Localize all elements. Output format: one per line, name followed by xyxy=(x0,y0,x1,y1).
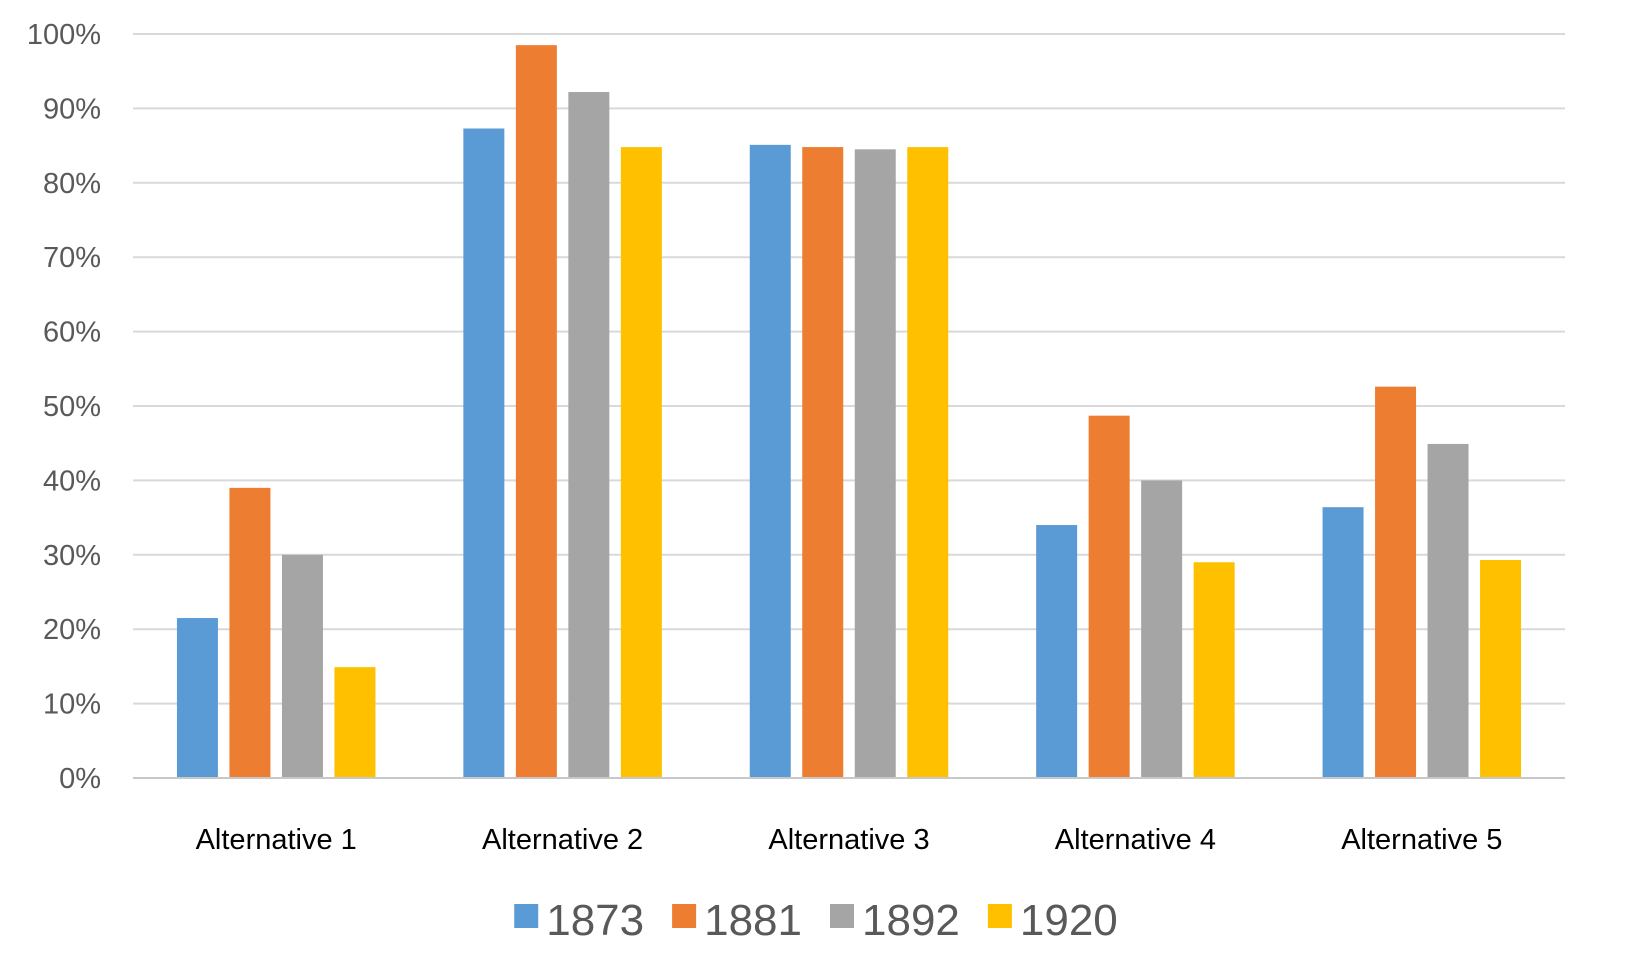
legend-label: 1920 xyxy=(1020,896,1118,945)
gridlines xyxy=(133,33,1565,705)
legend-item-1881: 1881 xyxy=(672,896,802,945)
x-category-label: Alternative 3 xyxy=(768,824,929,856)
y-tick-label: 20% xyxy=(43,614,101,646)
legend-label: 1892 xyxy=(862,896,960,945)
y-tick-label: 60% xyxy=(43,317,101,349)
bar-1881-5 xyxy=(1375,386,1417,778)
x-category-label: Alternative 4 xyxy=(1055,824,1216,856)
legend-label: 1873 xyxy=(546,896,644,945)
bar-1881-1 xyxy=(229,487,271,778)
bar-1920-4 xyxy=(1193,562,1235,778)
y-tick-label: 80% xyxy=(43,168,101,200)
x-category-label: Alternative 2 xyxy=(482,824,643,856)
legend-item-1920: 1920 xyxy=(987,896,1118,945)
y-tick-label: 50% xyxy=(43,391,101,423)
bar-1892-3 xyxy=(854,149,896,778)
bar-1920-5 xyxy=(1480,560,1522,778)
legend-swatch xyxy=(987,904,1012,928)
bar-1873-3 xyxy=(749,144,791,778)
y-tick-label: 0% xyxy=(59,763,101,795)
legend-item-1892: 1892 xyxy=(830,896,960,945)
bar-1873-5 xyxy=(1322,507,1364,778)
y-axis-tick-labels: 0% 10% 20% 30% 40% 50% 60% 70% 80% 90% 100% xyxy=(27,19,101,795)
y-tick-label: 10% xyxy=(43,689,101,721)
y-tick-label: 90% xyxy=(43,93,101,125)
bar-1892-2 xyxy=(568,92,610,779)
y-tick-label: 70% xyxy=(43,242,101,274)
bar-1892-1 xyxy=(281,554,323,778)
x-axis-category-labels: Alternative 1 Alternative 2 Alternative 3 A… xyxy=(196,824,1503,856)
x-category-label: Alternative 5 xyxy=(1341,824,1502,856)
legend-item-1873: 1873 xyxy=(514,896,644,945)
legend-swatch xyxy=(672,904,697,928)
y-tick-label: 40% xyxy=(43,465,101,497)
y-tick-label: 30% xyxy=(43,540,101,572)
bar-1920-2 xyxy=(620,147,662,778)
bar-1892-5 xyxy=(1427,443,1469,778)
bar-1881-3 xyxy=(802,147,844,778)
bar-1881-2 xyxy=(515,45,557,779)
bar-1920-1 xyxy=(334,667,376,778)
legend-swatch xyxy=(514,904,539,928)
bar-1873-4 xyxy=(1036,525,1078,778)
bar-1892-4 xyxy=(1141,480,1183,778)
legend-swatch xyxy=(830,904,854,928)
x-category-label: Alternative 1 xyxy=(196,824,357,856)
y-tick-label: 100% xyxy=(27,19,101,51)
bar-1881-4 xyxy=(1088,415,1130,778)
legend: 1873 1881 1892 1920 xyxy=(514,896,1118,945)
bar-1873-2 xyxy=(463,128,505,778)
bars xyxy=(176,45,1522,779)
legend-label: 1881 xyxy=(704,896,802,945)
bar-1873-1 xyxy=(176,618,218,778)
bar-1920-3 xyxy=(907,147,949,778)
